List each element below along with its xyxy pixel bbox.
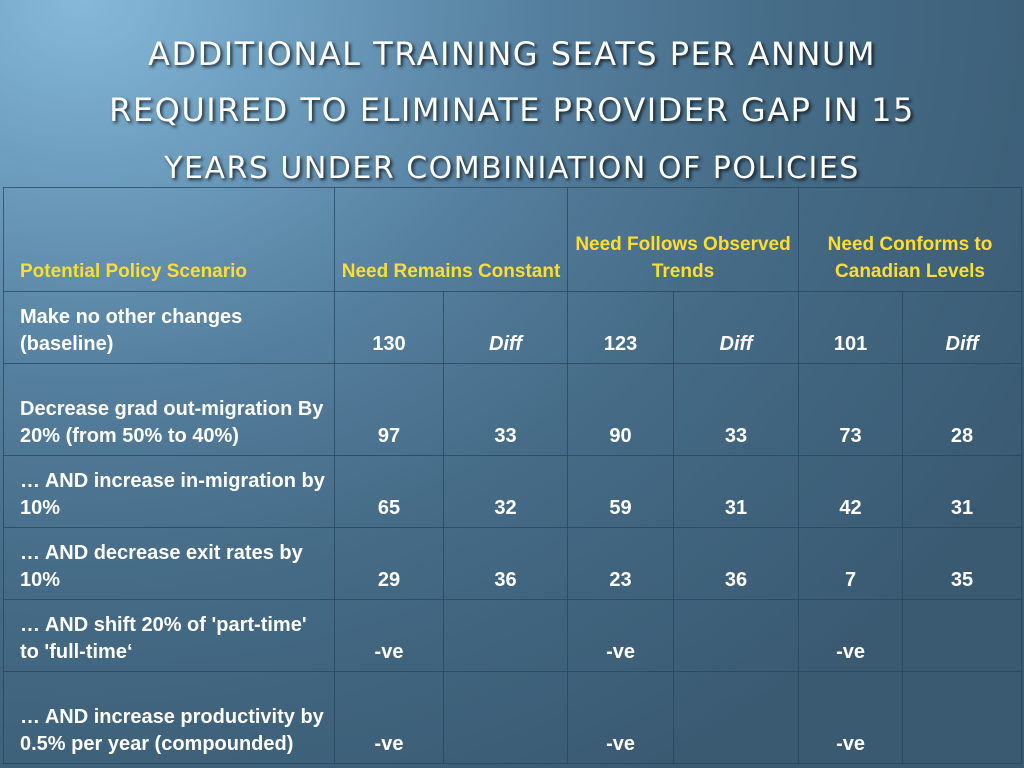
canadian-diff-cell: Diff xyxy=(902,291,1023,364)
canadian-value-cell: -ve xyxy=(798,599,904,672)
table-row: … AND shift 20% of 'part-time' to 'full-… xyxy=(3,599,1023,672)
trends-diff-cell: 33 xyxy=(673,363,800,456)
canadian-diff-cell: 35 xyxy=(902,527,1023,600)
header-need-follows-observed-trends: Need Follows Observed Trends xyxy=(567,187,800,292)
table-row: … AND increase productivity by 0.5% per … xyxy=(3,671,1023,764)
header-need-conforms-canadian-levels: Need Conforms to Canadian Levels xyxy=(798,187,1023,292)
trends-value-cell: -ve xyxy=(567,599,675,672)
canadian-value-cell: 73 xyxy=(798,363,904,456)
table-row: … AND decrease exit rates by 10% 29 36 2… xyxy=(3,527,1023,600)
constant-diff-cell: 33 xyxy=(442,363,569,456)
row-scenario-label: Decrease grad out-migration By 20% (from… xyxy=(3,363,335,456)
row-scenario-label: … AND increase in-migration by 10% xyxy=(3,455,335,528)
slide-title-line-2: REQUIRED TO ELIMINATE PROVIDER GAP IN 15 xyxy=(109,91,915,129)
header-need-remains-constant: Need Remains Constant xyxy=(333,187,569,292)
constant-diff-cell: 32 xyxy=(442,455,569,528)
constant-value-cell: -ve xyxy=(334,599,444,672)
constant-value-cell: 97 xyxy=(334,363,444,456)
trends-diff-cell: 36 xyxy=(673,527,800,600)
table-row: Decrease grad out-migration By 20% (from… xyxy=(3,363,1023,456)
canadian-diff-cell xyxy=(902,671,1023,764)
slide-title-line-1: ADDITIONAL TRAINING SEATS PER ANNUM xyxy=(148,35,876,73)
trends-value-cell: 23 xyxy=(567,527,675,600)
trends-diff-cell xyxy=(673,671,800,764)
canadian-diff-cell: 28 xyxy=(902,363,1023,456)
canadian-diff-cell xyxy=(902,599,1023,672)
canadian-value-cell: 101 xyxy=(798,291,904,364)
row-scenario-label: … AND increase productivity by 0.5% per … xyxy=(3,671,335,764)
constant-value-cell: 130 xyxy=(334,291,444,364)
constant-diff-cell: Diff xyxy=(442,291,569,364)
row-scenario-label: … AND decrease exit rates by 10% xyxy=(3,527,335,600)
trends-diff-cell xyxy=(673,599,800,672)
table-header-row: Potential Policy Scenario Need Remains C… xyxy=(3,187,1023,292)
policy-scenario-table: Potential Policy Scenario Need Remains C… xyxy=(3,187,1023,764)
trends-value-cell: 59 xyxy=(567,455,675,528)
trends-value-cell: -ve xyxy=(567,671,675,764)
constant-diff-cell xyxy=(442,599,569,672)
trends-value-cell: 90 xyxy=(567,363,675,456)
trends-diff-cell: Diff xyxy=(673,291,800,364)
constant-value-cell: -ve xyxy=(334,671,444,764)
canadian-value-cell: -ve xyxy=(798,671,904,764)
canadian-value-cell: 7 xyxy=(798,527,904,600)
constant-diff-cell xyxy=(442,671,569,764)
slide-title: ADDITIONAL TRAINING SEATS PER ANNUM REQU… xyxy=(0,26,1024,200)
slide-title-line-3: YEARS UNDER COMBINIATION OF POLICIES xyxy=(164,151,860,186)
canadian-diff-cell: 31 xyxy=(902,455,1023,528)
table-row: … AND increase in-migration by 10% 65 32… xyxy=(3,455,1023,528)
trends-value-cell: 123 xyxy=(567,291,675,364)
header-potential-policy-scenario: Potential Policy Scenario xyxy=(3,187,335,292)
constant-value-cell: 65 xyxy=(334,455,444,528)
constant-value-cell: 29 xyxy=(334,527,444,600)
trends-diff-cell: 31 xyxy=(673,455,800,528)
row-scenario-label: Make no other changes (baseline) xyxy=(3,291,335,364)
constant-diff-cell: 36 xyxy=(442,527,569,600)
row-scenario-label: … AND shift 20% of 'part-time' to 'full-… xyxy=(3,599,335,672)
canadian-value-cell: 42 xyxy=(798,455,904,528)
table-row: Make no other changes (baseline) 130 Dif… xyxy=(3,291,1023,364)
